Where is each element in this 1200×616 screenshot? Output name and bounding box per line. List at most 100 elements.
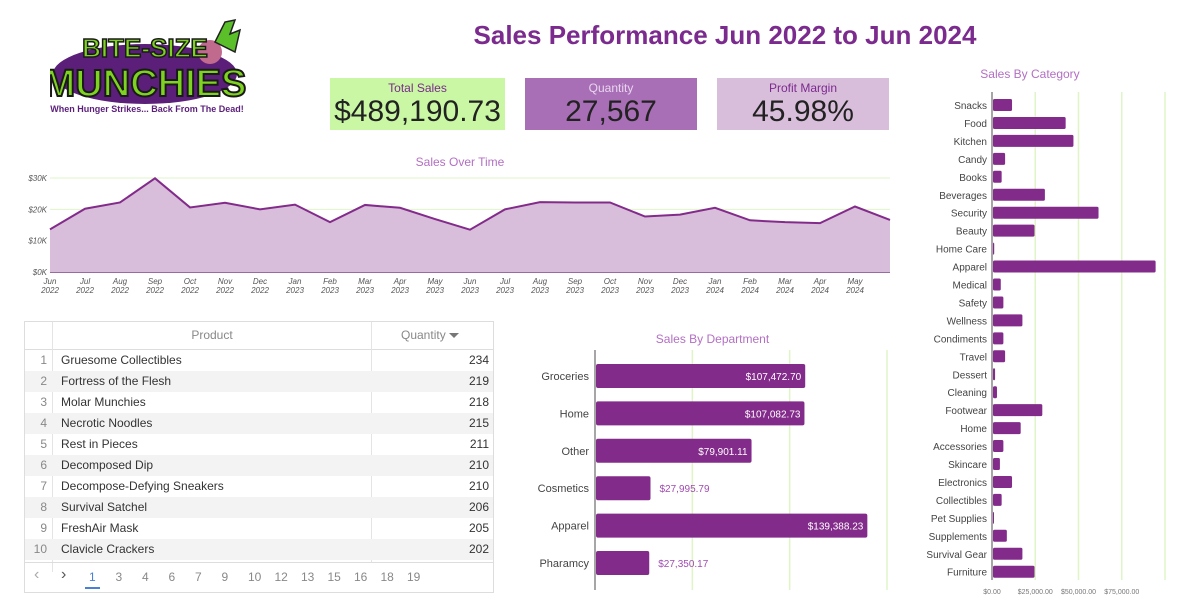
x-tick-label: 2024 (705, 286, 724, 295)
category-label: Condiments (934, 334, 987, 345)
table-row[interactable]: 6 Decomposed Dip 210 (25, 455, 493, 476)
product-name: Molar Munchies (61, 395, 146, 409)
department-bar (596, 438, 752, 463)
department-bar (596, 476, 651, 501)
table-row[interactable]: 4 Necrotic Noodles 215 (25, 413, 493, 434)
x-tick-label: Sep (568, 277, 583, 286)
quantity-value: 206 (468, 500, 489, 514)
sales-by-department-chart: Groceries $107,472.70 Home $107,082.73 Other… (538, 350, 888, 590)
table-header: Product Quantity (25, 322, 493, 572)
x-tick-label: $25,000.00 (1018, 589, 1053, 596)
category-label: Beverages (939, 191, 987, 202)
x-tick-label: Dec (253, 277, 267, 286)
page-link[interactable]: 12 (274, 570, 288, 584)
x-tick-label: 2023 (355, 286, 374, 295)
category-label: Accessories (933, 442, 987, 453)
category-label: Apparel (953, 263, 987, 274)
quantity-value: 202 (468, 542, 489, 556)
y-tick-label: $0K (32, 268, 48, 277)
department-bar (596, 551, 650, 575)
table-row[interactable]: 7 Decompose-Defying Sneakers 210 (25, 476, 493, 497)
product-name: Survival Satchel (61, 500, 148, 514)
product-name: Decompose-Defying Sneakers (61, 479, 224, 493)
product-name: FreshAir Mask (61, 521, 139, 535)
table-row[interactable]: 1 Gruesome Collectibles 234 (25, 350, 493, 371)
x-tick-label: $0.00 (983, 589, 1001, 596)
x-tick-label: Jan (288, 277, 302, 286)
kpi-label: Total Sales (388, 81, 447, 95)
table-row[interactable]: 8 Survival Satchel 206 (25, 497, 493, 518)
page-link[interactable]: 16 (354, 570, 368, 584)
x-tick-label: 2022 (250, 286, 269, 295)
next-page-button[interactable]: › (61, 566, 67, 583)
table-row[interactable]: 9 FreshAir Mask 205 (25, 518, 493, 539)
category-bar (993, 116, 1066, 129)
category-bar (993, 404, 1043, 417)
x-tick-label: Mar (358, 277, 372, 286)
category-label: Food (964, 119, 987, 130)
category-label: Skincare (948, 460, 987, 471)
logo-line1: BITE-SIZE (82, 33, 208, 63)
department-bar (596, 513, 868, 538)
page-link[interactable]: 19 (407, 570, 421, 584)
category-bar (993, 422, 1021, 435)
table-row[interactable]: 2 Fortress of the Flesh 219 (25, 371, 493, 392)
column-header-quantity-label: Quantity (401, 328, 446, 342)
prev-page-button[interactable]: ‹ (34, 566, 40, 583)
page-link[interactable]: 7 (195, 570, 202, 584)
category-bar (993, 350, 1006, 363)
category-label: Cleaning (948, 388, 987, 399)
quantity-value: 219 (468, 374, 489, 388)
data-label: $27,995.79 (659, 484, 709, 495)
x-tick-label: 2023 (530, 286, 549, 295)
logo-tagline: When Hunger Strikes... Back From The Dea… (50, 104, 244, 114)
category-bar (993, 206, 1099, 219)
page-link[interactable]: 15 (327, 570, 341, 584)
page-link[interactable]: 10 (248, 570, 262, 584)
sales-area (50, 178, 890, 272)
category-bar (993, 278, 1001, 291)
category-bar (993, 493, 1002, 506)
column-header-quantity[interactable]: Quantity (401, 322, 460, 349)
x-tick-label: Apr (393, 277, 407, 286)
x-tick-label: 2022 (75, 286, 94, 295)
page-link[interactable]: 6 (168, 570, 176, 584)
table-row[interactable]: 5 Rest in Pieces 211 (25, 434, 493, 455)
category-bar (993, 547, 1023, 560)
page-link[interactable]: 3 (115, 570, 123, 584)
category-bar (993, 224, 1035, 237)
category-bar (993, 242, 995, 255)
category-label: Footwear (945, 406, 987, 417)
category-label: Home (960, 424, 987, 435)
x-tick-label: Apr (813, 277, 827, 286)
category-label: Collectibles (936, 496, 987, 507)
category-label: Groceries (541, 371, 589, 383)
category-label: Home (560, 408, 589, 420)
x-tick-label: 2022 (145, 286, 164, 295)
x-tick-label: Feb (323, 277, 337, 286)
category-bar (993, 296, 1004, 309)
page-link[interactable]: 9 (221, 570, 229, 584)
category-label: Electronics (938, 478, 987, 489)
x-tick-label: 2024 (810, 286, 829, 295)
x-tick-label: 2023 (635, 286, 654, 295)
table-row[interactable]: 10 Clavicle Crackers 202 (25, 539, 493, 560)
category-bar (993, 170, 1002, 183)
category-bar (993, 260, 1156, 273)
table-row[interactable]: 3 Molar Munchies 218 (25, 392, 493, 413)
category-bar (993, 458, 1000, 470)
category-label: Furniture (947, 568, 987, 579)
category-bar (993, 134, 1074, 147)
product-table: Product Quantity 1 Gruesome Collectibles 2… (24, 321, 494, 593)
page-link[interactable]: 1 (85, 570, 100, 589)
product-name: Gruesome Collectibles (61, 353, 182, 367)
category-label: Apparel (551, 521, 589, 533)
page-link[interactable]: 4 (142, 570, 149, 584)
column-header-product[interactable]: Product (191, 328, 233, 342)
category-bar (993, 386, 997, 399)
page-link[interactable]: 13 (301, 570, 315, 584)
category-bar (993, 440, 1004, 453)
category-bar (993, 368, 996, 381)
page-link[interactable]: 18 (380, 570, 394, 584)
category-label: Dessert (953, 370, 988, 381)
